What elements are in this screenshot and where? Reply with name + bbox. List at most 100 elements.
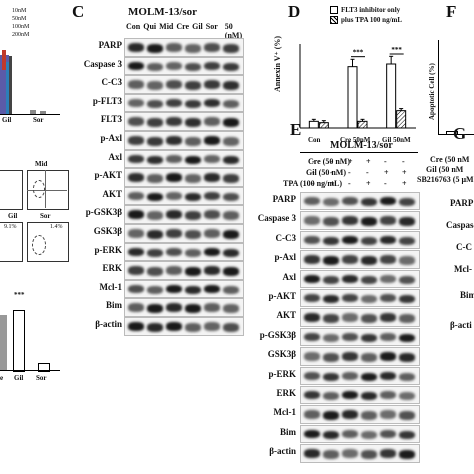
- blot-band: [399, 314, 415, 323]
- lane-label: Cre: [176, 22, 190, 31]
- blot-band: [204, 266, 220, 275]
- left-legend-item: 10nM: [12, 8, 27, 14]
- blot-band: [223, 230, 239, 239]
- flow-label-gil: Gil: [8, 212, 18, 220]
- annexin-bar-chart: *** ***: [299, 44, 416, 129]
- blot-band: [380, 235, 396, 245]
- blot-band: [223, 248, 239, 258]
- treatment-mark: -: [384, 157, 387, 166]
- blot-band: [304, 391, 320, 400]
- blot-band: [304, 352, 320, 361]
- treatment-mark: +: [366, 179, 371, 188]
- flow-pct: 1.4%: [50, 224, 63, 230]
- row-label: β-actin: [269, 446, 296, 457]
- blot-band: [185, 304, 201, 313]
- blot-band: [399, 236, 415, 246]
- blot-band: [128, 191, 144, 201]
- row-label: Caspase: [446, 220, 474, 230]
- treatment-mark: -: [330, 157, 333, 166]
- blot-band: [323, 411, 339, 420]
- blot-band: [342, 235, 358, 245]
- blot-band: [323, 372, 339, 381]
- blot-band: [399, 372, 415, 381]
- blot-band: [323, 198, 339, 207]
- row-label: Axl: [282, 271, 297, 282]
- treatment-mark: -: [348, 168, 351, 177]
- blot-band: [342, 410, 358, 419]
- blot-band: [361, 392, 377, 401]
- blot-strip: [300, 347, 420, 366]
- blot-band: [304, 449, 320, 458]
- blot-strip: [300, 386, 420, 405]
- x-tick: Gil 50nM: [382, 136, 411, 144]
- blot-strip: [124, 93, 244, 113]
- blot-band: [380, 371, 396, 380]
- blot-strip: [124, 317, 244, 336]
- blot-band: [223, 304, 239, 313]
- blot-band: [380, 197, 396, 206]
- blot-band: [223, 99, 239, 109]
- blot-band: [304, 197, 320, 206]
- blot-band: [204, 80, 220, 89]
- blot-band: [342, 216, 358, 225]
- blot-band: [185, 118, 201, 127]
- treatment-label: Cre (50 nM: [430, 155, 470, 164]
- blot-band: [166, 247, 182, 257]
- blot-band: [323, 295, 339, 304]
- blot-band: [323, 430, 339, 440]
- blot-band: [399, 411, 415, 420]
- blot-band: [204, 117, 220, 126]
- blot-band: [304, 410, 320, 419]
- blot-band: [380, 352, 396, 361]
- blot-band: [185, 323, 201, 332]
- row-label: Mcl-: [454, 264, 472, 274]
- blot-band: [185, 99, 201, 109]
- left-legend-item: 200nM: [12, 32, 30, 38]
- left-legend-item: 100nM: [12, 24, 30, 30]
- blot-band: [185, 62, 201, 72]
- blot-band: [361, 217, 377, 226]
- blot-band: [342, 255, 358, 264]
- blot-band: [128, 136, 144, 145]
- blot-band: [361, 450, 377, 459]
- flow-label-sor: Sor: [40, 212, 51, 220]
- treatment-mark: -: [366, 168, 369, 177]
- blot-band: [323, 236, 339, 246]
- panel-c-title: MOLM-13/sor: [128, 6, 198, 18]
- row-label: Mcl-1: [273, 407, 297, 418]
- blot-band: [399, 198, 415, 207]
- blot-band: [399, 275, 415, 284]
- blot-strip: [124, 131, 244, 150]
- panel-label-g: G: [453, 124, 467, 143]
- blot-band: [399, 392, 415, 401]
- blot-band: [304, 294, 320, 303]
- treatment-mark: +: [402, 179, 407, 188]
- blot-band: [380, 255, 396, 264]
- row-label: Axl: [108, 151, 123, 162]
- blot-band: [223, 174, 239, 183]
- left-xcat-sor: Sor: [33, 116, 44, 124]
- treatment-mark: -: [402, 157, 405, 166]
- blot-band: [223, 192, 239, 202]
- blot-band: [166, 136, 182, 145]
- blot-band: [223, 81, 239, 90]
- blot-strip: [300, 366, 420, 385]
- lane-label: Qui: [143, 22, 157, 31]
- left-barx: e: [0, 374, 4, 382]
- blot-band: [128, 173, 144, 182]
- blot-band: [223, 137, 239, 146]
- blot-band: [323, 217, 339, 226]
- bar: [396, 110, 407, 129]
- blot-band: [128, 98, 144, 108]
- treatment-label: SB216763 (5 μM: [417, 175, 474, 184]
- blot-band: [323, 353, 339, 362]
- blot-band: [204, 210, 220, 219]
- blot-band: [223, 118, 239, 127]
- blot-band: [147, 62, 163, 72]
- blot-band: [128, 61, 144, 71]
- blot-band: [128, 303, 144, 312]
- row-label: AKT: [102, 188, 122, 199]
- blot-band: [147, 99, 163, 109]
- blot-band: [361, 198, 377, 207]
- blot-strip: [300, 289, 420, 308]
